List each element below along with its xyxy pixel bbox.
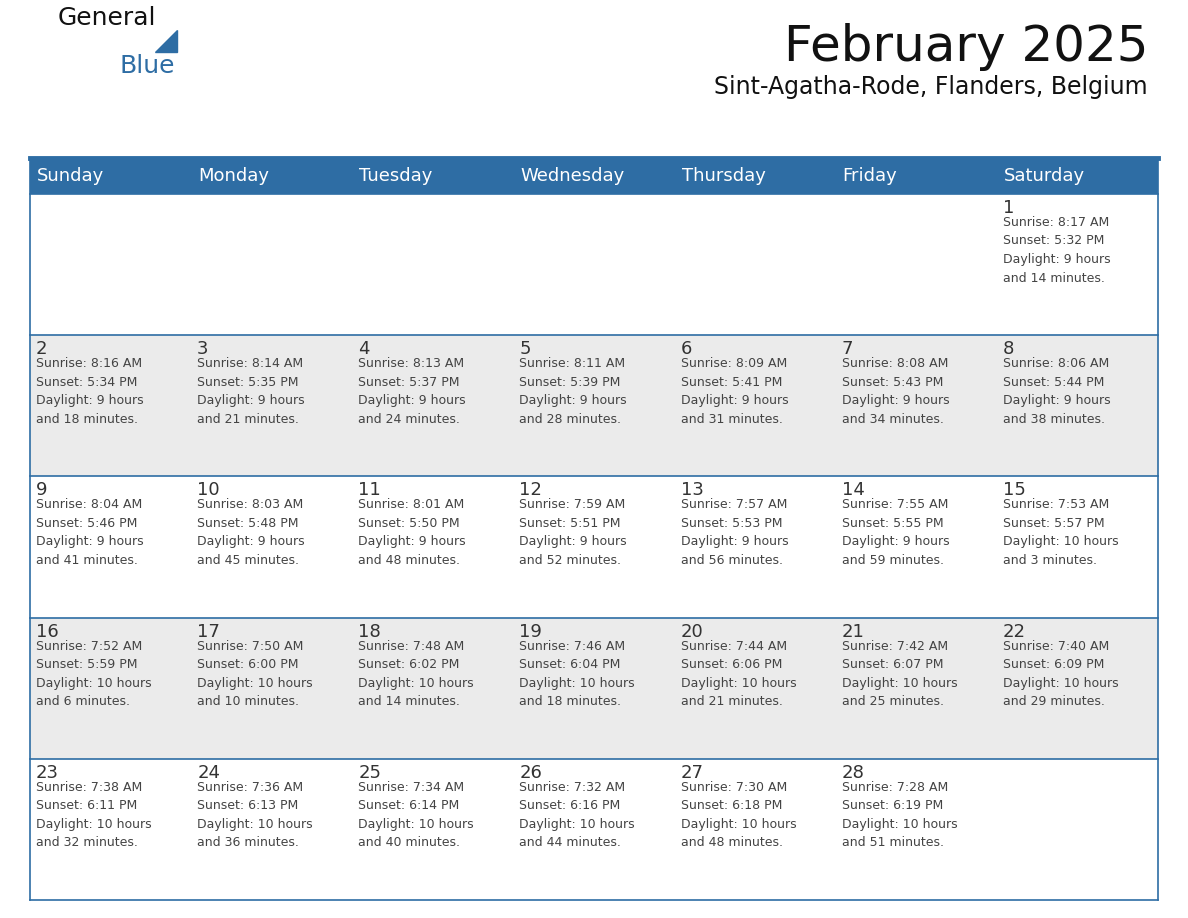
Text: 13: 13 xyxy=(681,481,703,499)
Text: Sunrise: 8:01 AM
Sunset: 5:50 PM
Daylight: 9 hours
and 48 minutes.: Sunrise: 8:01 AM Sunset: 5:50 PM Dayligh… xyxy=(359,498,466,567)
Text: February 2025: February 2025 xyxy=(784,23,1148,71)
Text: Thursday: Thursday xyxy=(682,167,765,185)
Text: 21: 21 xyxy=(842,622,865,641)
Text: Friday: Friday xyxy=(842,167,897,185)
Text: 28: 28 xyxy=(842,764,865,782)
Text: Sunrise: 7:32 AM
Sunset: 6:16 PM
Daylight: 10 hours
and 44 minutes.: Sunrise: 7:32 AM Sunset: 6:16 PM Dayligh… xyxy=(519,781,636,849)
Text: Sunrise: 8:17 AM
Sunset: 5:32 PM
Daylight: 9 hours
and 14 minutes.: Sunrise: 8:17 AM Sunset: 5:32 PM Dayligh… xyxy=(1003,216,1111,285)
Text: Sunrise: 7:44 AM
Sunset: 6:06 PM
Daylight: 10 hours
and 21 minutes.: Sunrise: 7:44 AM Sunset: 6:06 PM Dayligh… xyxy=(681,640,796,708)
Bar xyxy=(191,158,353,194)
Text: 8: 8 xyxy=(1003,341,1015,358)
Text: 2: 2 xyxy=(36,341,48,358)
Polygon shape xyxy=(154,30,177,52)
Text: Saturday: Saturday xyxy=(1004,167,1085,185)
Text: Sunrise: 7:46 AM
Sunset: 6:04 PM
Daylight: 10 hours
and 18 minutes.: Sunrise: 7:46 AM Sunset: 6:04 PM Dayligh… xyxy=(519,640,636,708)
Text: Sunrise: 8:03 AM
Sunset: 5:48 PM
Daylight: 9 hours
and 45 minutes.: Sunrise: 8:03 AM Sunset: 5:48 PM Dayligh… xyxy=(197,498,305,567)
Text: Sunrise: 8:11 AM
Sunset: 5:39 PM
Daylight: 9 hours
and 28 minutes.: Sunrise: 8:11 AM Sunset: 5:39 PM Dayligh… xyxy=(519,357,627,426)
Text: Sunrise: 7:34 AM
Sunset: 6:14 PM
Daylight: 10 hours
and 40 minutes.: Sunrise: 7:34 AM Sunset: 6:14 PM Dayligh… xyxy=(359,781,474,849)
Text: 11: 11 xyxy=(359,481,381,499)
Text: Sunrise: 7:52 AM
Sunset: 5:59 PM
Daylight: 10 hours
and 6 minutes.: Sunrise: 7:52 AM Sunset: 5:59 PM Dayligh… xyxy=(36,640,152,708)
Text: 12: 12 xyxy=(519,481,542,499)
Bar xyxy=(30,194,1158,335)
Text: 9: 9 xyxy=(36,481,48,499)
Text: Sunrise: 7:36 AM
Sunset: 6:13 PM
Daylight: 10 hours
and 36 minutes.: Sunrise: 7:36 AM Sunset: 6:13 PM Dayligh… xyxy=(197,781,312,849)
Text: 7: 7 xyxy=(842,341,853,358)
Text: Sunrise: 7:57 AM
Sunset: 5:53 PM
Daylight: 9 hours
and 56 minutes.: Sunrise: 7:57 AM Sunset: 5:53 PM Dayligh… xyxy=(681,498,788,567)
Text: 18: 18 xyxy=(359,622,381,641)
Text: Sunrise: 8:16 AM
Sunset: 5:34 PM
Daylight: 9 hours
and 18 minutes.: Sunrise: 8:16 AM Sunset: 5:34 PM Dayligh… xyxy=(36,357,144,426)
Text: Sunrise: 8:06 AM
Sunset: 5:44 PM
Daylight: 9 hours
and 38 minutes.: Sunrise: 8:06 AM Sunset: 5:44 PM Dayligh… xyxy=(1003,357,1111,426)
Text: 19: 19 xyxy=(519,622,542,641)
Bar xyxy=(30,335,1158,476)
Text: 23: 23 xyxy=(36,764,59,782)
Text: Sunrise: 7:30 AM
Sunset: 6:18 PM
Daylight: 10 hours
and 48 minutes.: Sunrise: 7:30 AM Sunset: 6:18 PM Dayligh… xyxy=(681,781,796,849)
Text: Sunrise: 7:53 AM
Sunset: 5:57 PM
Daylight: 10 hours
and 3 minutes.: Sunrise: 7:53 AM Sunset: 5:57 PM Dayligh… xyxy=(1003,498,1118,567)
Text: 10: 10 xyxy=(197,481,220,499)
Text: Sint-Agatha-Rode, Flanders, Belgium: Sint-Agatha-Rode, Flanders, Belgium xyxy=(714,75,1148,99)
Text: Sunday: Sunday xyxy=(37,167,105,185)
Text: Sunrise: 7:28 AM
Sunset: 6:19 PM
Daylight: 10 hours
and 51 minutes.: Sunrise: 7:28 AM Sunset: 6:19 PM Dayligh… xyxy=(842,781,958,849)
Text: 26: 26 xyxy=(519,764,542,782)
Text: Sunrise: 7:42 AM
Sunset: 6:07 PM
Daylight: 10 hours
and 25 minutes.: Sunrise: 7:42 AM Sunset: 6:07 PM Dayligh… xyxy=(842,640,958,708)
Text: 24: 24 xyxy=(197,764,220,782)
Text: Tuesday: Tuesday xyxy=(359,167,432,185)
Text: 1: 1 xyxy=(1003,199,1015,217)
Text: 4: 4 xyxy=(359,341,369,358)
Text: 22: 22 xyxy=(1003,622,1026,641)
Text: Sunrise: 8:13 AM
Sunset: 5:37 PM
Daylight: 9 hours
and 24 minutes.: Sunrise: 8:13 AM Sunset: 5:37 PM Dayligh… xyxy=(359,357,466,426)
Text: 20: 20 xyxy=(681,622,703,641)
Text: Sunrise: 8:08 AM
Sunset: 5:43 PM
Daylight: 9 hours
and 34 minutes.: Sunrise: 8:08 AM Sunset: 5:43 PM Dayligh… xyxy=(842,357,949,426)
Text: 3: 3 xyxy=(197,341,209,358)
Text: 5: 5 xyxy=(519,341,531,358)
Bar xyxy=(835,158,997,194)
Text: Blue: Blue xyxy=(120,54,176,78)
Text: Sunrise: 8:14 AM
Sunset: 5:35 PM
Daylight: 9 hours
and 21 minutes.: Sunrise: 8:14 AM Sunset: 5:35 PM Dayligh… xyxy=(197,357,305,426)
Text: Sunrise: 7:40 AM
Sunset: 6:09 PM
Daylight: 10 hours
and 29 minutes.: Sunrise: 7:40 AM Sunset: 6:09 PM Dayligh… xyxy=(1003,640,1118,708)
Bar xyxy=(997,158,1158,194)
Text: Monday: Monday xyxy=(198,167,270,185)
Text: Sunrise: 7:50 AM
Sunset: 6:00 PM
Daylight: 10 hours
and 10 minutes.: Sunrise: 7:50 AM Sunset: 6:00 PM Dayligh… xyxy=(197,640,312,708)
Text: Sunrise: 8:04 AM
Sunset: 5:46 PM
Daylight: 9 hours
and 41 minutes.: Sunrise: 8:04 AM Sunset: 5:46 PM Dayligh… xyxy=(36,498,144,567)
Text: Sunrise: 7:38 AM
Sunset: 6:11 PM
Daylight: 10 hours
and 32 minutes.: Sunrise: 7:38 AM Sunset: 6:11 PM Dayligh… xyxy=(36,781,152,849)
Text: 16: 16 xyxy=(36,622,58,641)
Text: Sunrise: 8:09 AM
Sunset: 5:41 PM
Daylight: 9 hours
and 31 minutes.: Sunrise: 8:09 AM Sunset: 5:41 PM Dayligh… xyxy=(681,357,788,426)
Text: Wednesday: Wednesday xyxy=(520,167,625,185)
Text: Sunrise: 7:59 AM
Sunset: 5:51 PM
Daylight: 9 hours
and 52 minutes.: Sunrise: 7:59 AM Sunset: 5:51 PM Dayligh… xyxy=(519,498,627,567)
Bar xyxy=(353,158,513,194)
Bar xyxy=(675,158,835,194)
Text: General: General xyxy=(58,6,157,30)
Bar xyxy=(30,759,1158,900)
Bar xyxy=(30,158,191,194)
Text: Sunrise: 7:55 AM
Sunset: 5:55 PM
Daylight: 9 hours
and 59 minutes.: Sunrise: 7:55 AM Sunset: 5:55 PM Dayligh… xyxy=(842,498,949,567)
Text: 17: 17 xyxy=(197,622,220,641)
Text: 27: 27 xyxy=(681,764,703,782)
Text: 15: 15 xyxy=(1003,481,1025,499)
Text: 25: 25 xyxy=(359,764,381,782)
Bar xyxy=(30,618,1158,759)
Bar xyxy=(30,476,1158,618)
Bar xyxy=(513,158,675,194)
Text: Sunrise: 7:48 AM
Sunset: 6:02 PM
Daylight: 10 hours
and 14 minutes.: Sunrise: 7:48 AM Sunset: 6:02 PM Dayligh… xyxy=(359,640,474,708)
Text: 14: 14 xyxy=(842,481,865,499)
Text: 6: 6 xyxy=(681,341,691,358)
